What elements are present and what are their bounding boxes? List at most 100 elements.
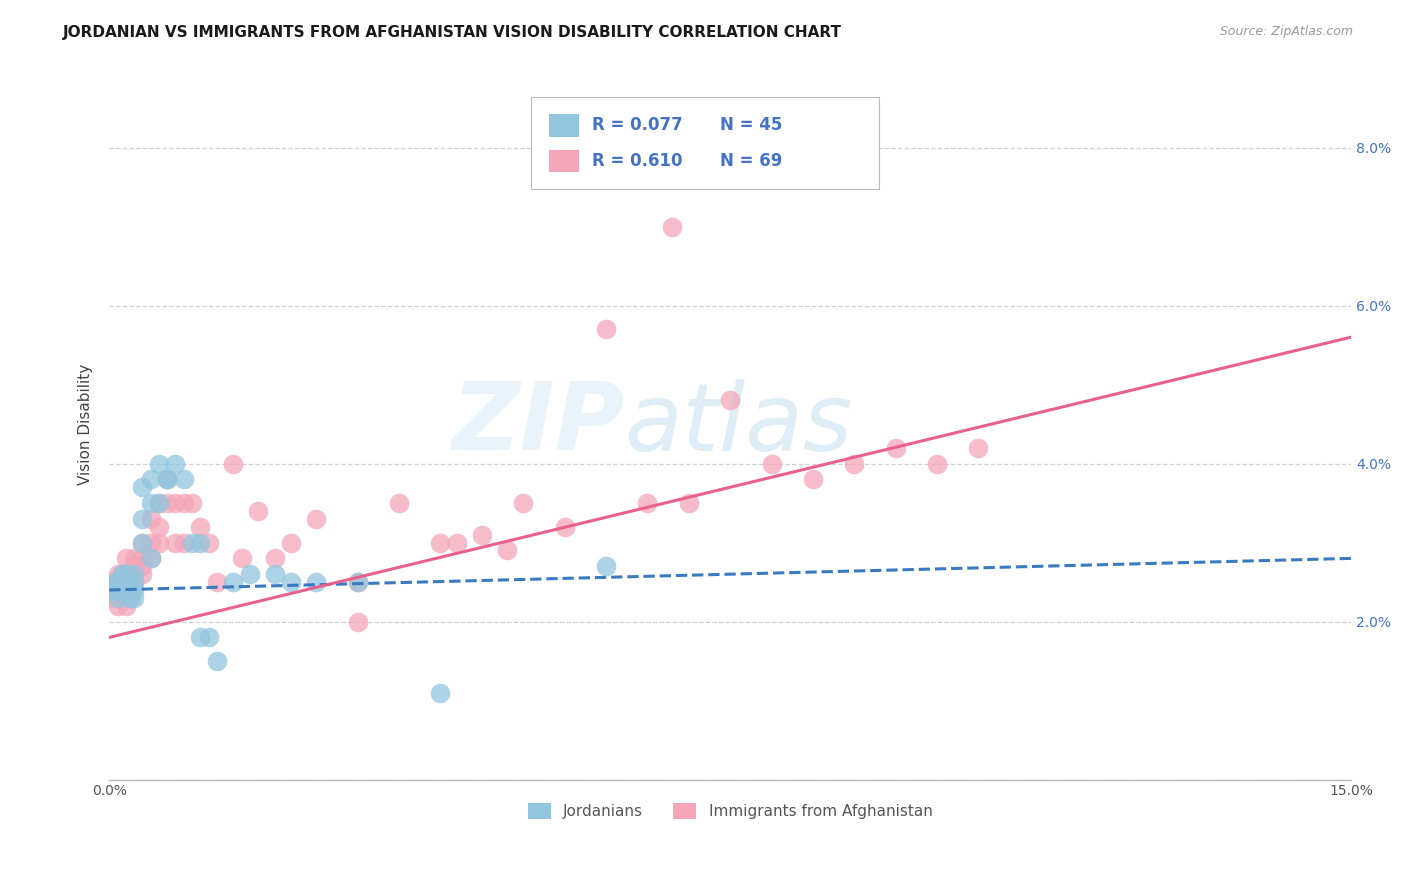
Point bbox=[122, 591, 145, 605]
Point bbox=[181, 535, 204, 549]
Point bbox=[165, 535, 187, 549]
Point bbox=[231, 551, 253, 566]
Point bbox=[100, 575, 122, 590]
Point bbox=[103, 591, 125, 605]
Point bbox=[197, 535, 219, 549]
Point bbox=[122, 575, 145, 590]
Point bbox=[131, 535, 153, 549]
Point bbox=[148, 520, 170, 534]
Point bbox=[114, 575, 136, 590]
Point bbox=[122, 551, 145, 566]
Point bbox=[388, 496, 411, 510]
Point bbox=[967, 441, 990, 455]
Point bbox=[761, 457, 783, 471]
Point bbox=[678, 496, 700, 510]
Point bbox=[247, 504, 270, 518]
Point bbox=[131, 480, 153, 494]
Point bbox=[104, 575, 127, 590]
Point bbox=[139, 535, 162, 549]
Point bbox=[114, 599, 136, 613]
Point bbox=[305, 575, 328, 590]
Point bbox=[718, 393, 741, 408]
Point bbox=[122, 567, 145, 582]
Point bbox=[108, 575, 131, 590]
Point bbox=[512, 496, 534, 510]
Point bbox=[104, 582, 127, 597]
Point bbox=[173, 535, 195, 549]
Point bbox=[205, 575, 228, 590]
Point bbox=[495, 543, 517, 558]
Point bbox=[103, 582, 125, 597]
Point bbox=[139, 512, 162, 526]
Point bbox=[117, 575, 139, 590]
Point bbox=[173, 472, 195, 486]
FancyBboxPatch shape bbox=[548, 150, 579, 172]
Point bbox=[104, 575, 127, 590]
Point bbox=[222, 575, 245, 590]
FancyBboxPatch shape bbox=[531, 97, 879, 189]
Point bbox=[107, 575, 129, 590]
Point bbox=[131, 535, 153, 549]
Point bbox=[118, 591, 141, 605]
Point bbox=[107, 582, 129, 597]
Point bbox=[156, 496, 179, 510]
Point bbox=[429, 535, 451, 549]
Point bbox=[107, 575, 129, 590]
Point bbox=[131, 551, 153, 566]
Point bbox=[148, 496, 170, 510]
Point bbox=[188, 535, 211, 549]
Point bbox=[139, 551, 162, 566]
Point bbox=[117, 575, 139, 590]
Point bbox=[801, 472, 824, 486]
Point bbox=[131, 512, 153, 526]
Point bbox=[114, 575, 136, 590]
Point bbox=[114, 551, 136, 566]
Point bbox=[156, 472, 179, 486]
Point bbox=[595, 559, 617, 574]
Point bbox=[107, 591, 129, 605]
Point bbox=[122, 575, 145, 590]
Point bbox=[925, 457, 948, 471]
Point bbox=[107, 582, 129, 597]
Point bbox=[114, 567, 136, 582]
Point bbox=[108, 582, 131, 597]
Point bbox=[139, 472, 162, 486]
Point bbox=[844, 457, 866, 471]
Point bbox=[165, 496, 187, 510]
Point bbox=[103, 582, 125, 597]
Point bbox=[595, 322, 617, 336]
Point bbox=[471, 527, 494, 541]
Point bbox=[222, 457, 245, 471]
Point bbox=[446, 535, 468, 549]
Text: N = 69: N = 69 bbox=[720, 152, 783, 170]
Point bbox=[139, 551, 162, 566]
Point bbox=[429, 686, 451, 700]
Text: Source: ZipAtlas.com: Source: ZipAtlas.com bbox=[1219, 25, 1353, 38]
Point bbox=[114, 567, 136, 582]
Point bbox=[280, 575, 302, 590]
Point bbox=[263, 567, 285, 582]
Point bbox=[139, 496, 162, 510]
Point bbox=[131, 559, 153, 574]
Point bbox=[131, 567, 153, 582]
Point bbox=[280, 535, 302, 549]
Point bbox=[263, 551, 285, 566]
Point bbox=[122, 582, 145, 597]
Text: R = 0.077: R = 0.077 bbox=[592, 117, 683, 135]
Point bbox=[122, 559, 145, 574]
Point bbox=[884, 441, 907, 455]
Point bbox=[197, 631, 219, 645]
Point bbox=[111, 567, 134, 582]
Point bbox=[188, 631, 211, 645]
Point bbox=[114, 582, 136, 597]
Point bbox=[111, 567, 134, 582]
Point bbox=[148, 457, 170, 471]
Point bbox=[181, 496, 204, 510]
Point bbox=[165, 457, 187, 471]
Point bbox=[346, 575, 368, 590]
Legend: Jordanians, Immigrants from Afghanistan: Jordanians, Immigrants from Afghanistan bbox=[522, 797, 939, 825]
Point bbox=[205, 654, 228, 668]
Point bbox=[111, 582, 134, 597]
Point bbox=[346, 575, 368, 590]
Point bbox=[148, 496, 170, 510]
